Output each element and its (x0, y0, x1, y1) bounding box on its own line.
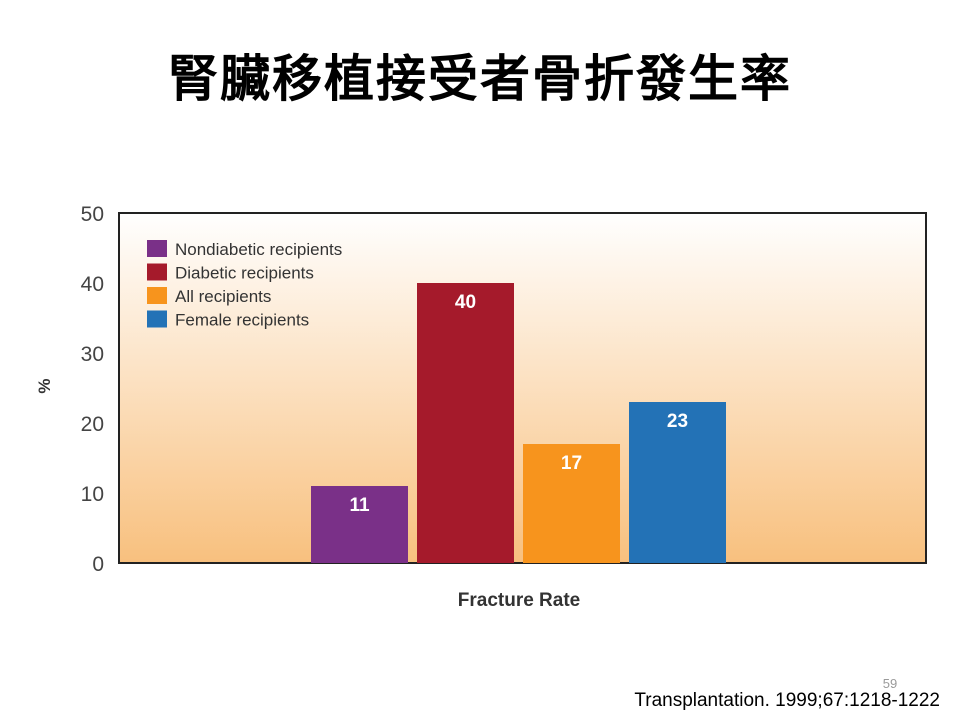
y-tick-label: 50 (81, 203, 104, 226)
legend-label: Nondiabetic recipients (175, 240, 342, 259)
citation: Transplantation. 1999;67:1218-1222 (634, 690, 940, 711)
y-tick-label: 40 (81, 273, 104, 296)
y-axis-label: % (35, 378, 54, 393)
y-tick-label: 30 (81, 343, 104, 366)
bar (311, 486, 408, 563)
y-tick-label: 10 (81, 483, 104, 506)
y-tick-label: 0 (92, 553, 104, 576)
legend-swatch (147, 310, 167, 328)
legend-swatch (147, 240, 167, 257)
bar-value-label: 17 (561, 453, 582, 474)
legend-label: All recipients (175, 287, 271, 306)
bars: 11 40 17 23 (311, 283, 726, 563)
slide-number: 59 (882, 676, 898, 691)
legend: Nondiabetic recipients Diabetic recipient… (147, 240, 342, 330)
legend-label: Diabetic recipients (175, 264, 314, 283)
legend-swatch (147, 263, 167, 281)
y-tick-label: 20 (81, 413, 104, 436)
y-axis: 0 10 20 30 40 50 (81, 203, 104, 576)
legend-swatch (147, 287, 167, 304)
plot-area (118, 212, 927, 564)
bar (523, 444, 620, 563)
x-axis-label: Fracture Rate (458, 590, 581, 611)
bar (417, 283, 514, 563)
slide-title: 腎臟移植接受者骨折發生率 (168, 50, 792, 108)
bar-value-label: 23 (667, 411, 688, 432)
bar-value-label: 11 (349, 495, 370, 516)
legend-label: Female recipients (175, 311, 309, 330)
bar (629, 402, 726, 563)
bar-value-label: 40 (455, 292, 476, 313)
